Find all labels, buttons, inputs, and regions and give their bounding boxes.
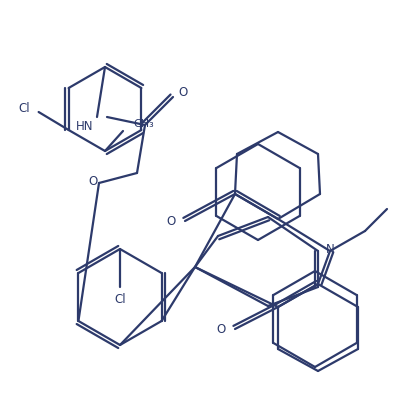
Text: N: N — [326, 243, 334, 256]
Text: Cl: Cl — [114, 293, 126, 306]
Text: O: O — [217, 323, 226, 336]
Text: O: O — [88, 175, 97, 188]
Text: O: O — [178, 86, 187, 99]
Text: O: O — [166, 215, 176, 228]
Text: HN: HN — [76, 119, 94, 132]
Text: CH₃: CH₃ — [133, 119, 154, 129]
Text: Cl: Cl — [19, 101, 30, 114]
